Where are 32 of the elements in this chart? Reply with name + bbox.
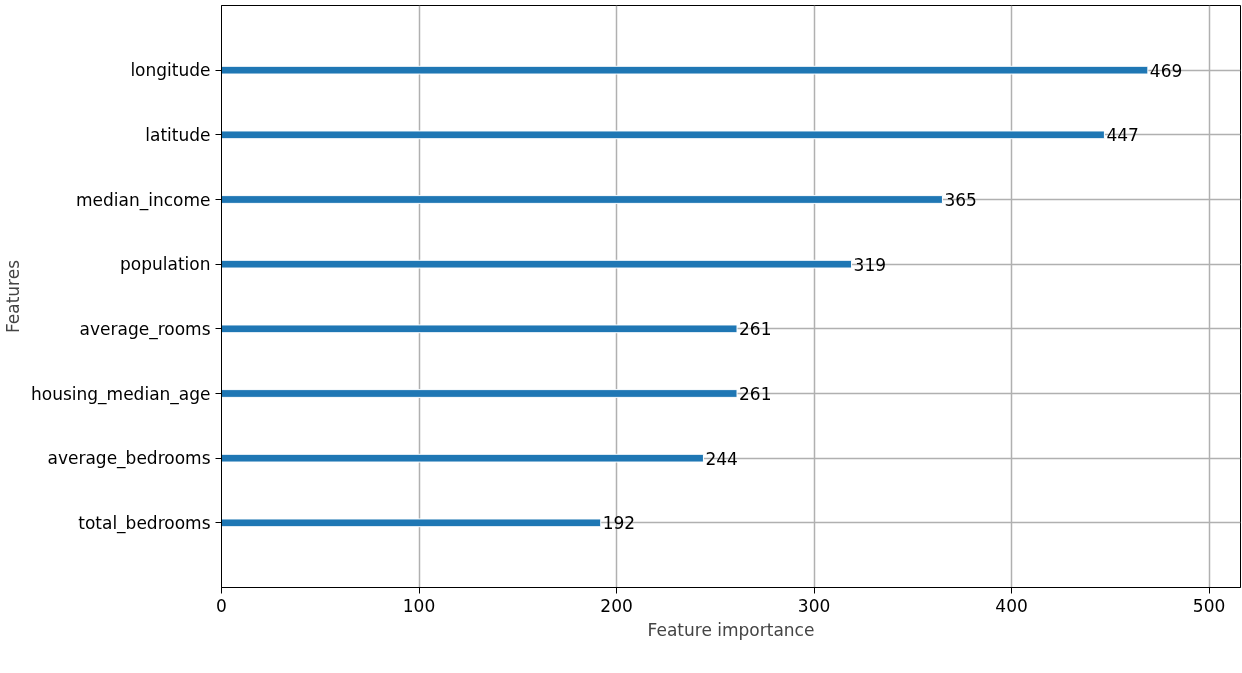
bar (221, 259, 853, 269)
y-tick-label: average_rooms (79, 318, 211, 340)
bar (221, 324, 738, 334)
x-tick-label: 100 (402, 595, 436, 616)
y-tick-label: median_income (76, 189, 211, 211)
x-tick-label: 300 (797, 595, 831, 616)
y-tick-label: population (120, 254, 211, 275)
bar (221, 65, 1149, 75)
data-label: 244 (705, 448, 738, 469)
data-label: 261 (739, 319, 772, 340)
y-tick-label: housing_median_age (31, 383, 211, 405)
data-label: 261 (739, 384, 772, 404)
data-label: 469 (1149, 60, 1183, 81)
y-tick-label: average_bedrooms (47, 448, 211, 470)
y-tick-label: latitude (145, 124, 211, 145)
x-tick-label: 500 (1192, 595, 1226, 616)
x-axis-title: Feature importance (647, 619, 815, 640)
data-label: 319 (853, 254, 887, 275)
x-tick-label: 400 (995, 595, 1028, 616)
bar (221, 195, 943, 204)
data-label: 447 (1106, 125, 1139, 146)
x-tick-label: 0 (216, 595, 227, 616)
bar (221, 453, 704, 463)
x-tick-label: 200 (600, 595, 633, 616)
y-tick-label: total_bedrooms (78, 512, 211, 534)
data-label: 192 (602, 513, 636, 534)
bar (221, 130, 1105, 140)
y-axis-title: Features (3, 259, 24, 334)
y-tick-label: longitude (130, 60, 211, 81)
bar (221, 518, 602, 528)
bar (221, 389, 738, 398)
data-label: 365 (944, 190, 977, 210)
